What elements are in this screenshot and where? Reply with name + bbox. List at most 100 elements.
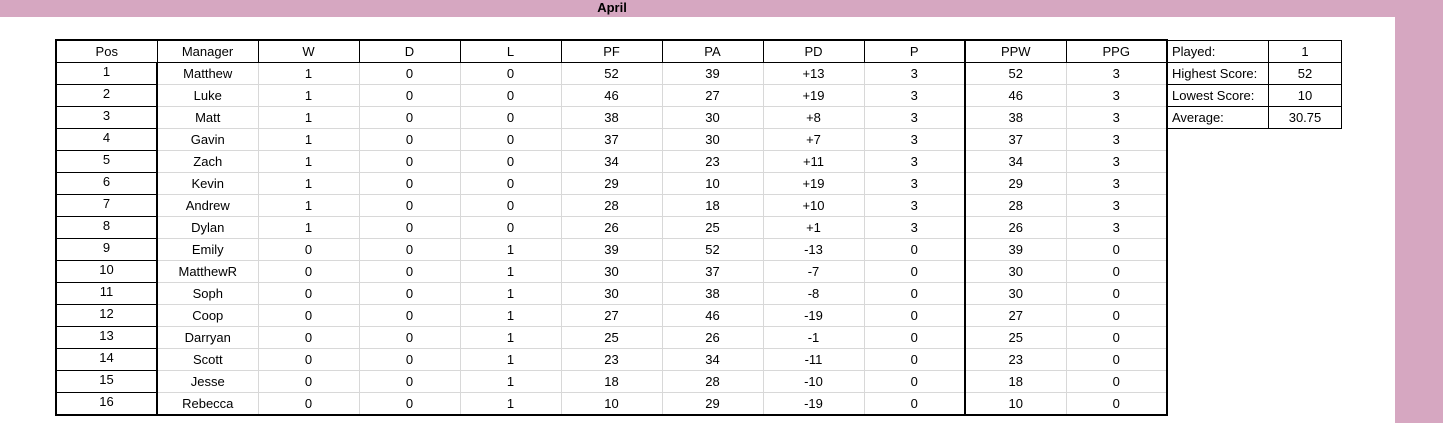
cell-ppg[interactable]: 0	[1065, 260, 1168, 283]
cell-p[interactable]: 3	[863, 150, 966, 173]
cell-pf[interactable]: 25	[560, 326, 663, 349]
cell-p[interactable]: 0	[863, 238, 966, 261]
cell-d[interactable]: 0	[358, 128, 461, 151]
cell-pf[interactable]: 23	[560, 348, 663, 371]
cell-pf[interactable]: 30	[560, 282, 663, 305]
cell-d[interactable]: 0	[358, 62, 461, 85]
cell-w[interactable]: 0	[257, 238, 360, 261]
cell-w[interactable]: 0	[257, 348, 360, 371]
cell-l[interactable]: 0	[459, 84, 562, 107]
cell-ppw[interactable]: 27	[964, 304, 1067, 327]
cell-d[interactable]: 0	[358, 84, 461, 107]
col-header-d[interactable]: D	[358, 39, 461, 63]
cell-w[interactable]: 1	[257, 194, 360, 217]
cell-pf[interactable]: 37	[560, 128, 663, 151]
cell-ppg[interactable]: 3	[1065, 128, 1168, 151]
cell-ppg[interactable]: 3	[1065, 150, 1168, 173]
stat-value[interactable]: 1	[1268, 40, 1342, 63]
cell-d[interactable]: 0	[358, 304, 461, 327]
cell-pos[interactable]: 1	[55, 62, 158, 85]
cell-l[interactable]: 1	[459, 260, 562, 283]
cell-pd[interactable]: +11	[762, 150, 865, 173]
cell-ppw[interactable]: 26	[964, 216, 1067, 239]
sheet-title[interactable]: April	[597, 0, 627, 15]
stat-label[interactable]: Played:	[1167, 40, 1269, 63]
cell-p[interactable]: 0	[863, 260, 966, 283]
cell-manager[interactable]: Matt	[156, 106, 259, 129]
cell-pa[interactable]: 23	[661, 150, 764, 173]
col-header-w[interactable]: W	[257, 39, 360, 63]
cell-pd[interactable]: +13	[762, 62, 865, 85]
cell-p[interactable]: 0	[863, 392, 966, 416]
cell-pa[interactable]: 34	[661, 348, 764, 371]
cell-pa[interactable]: 18	[661, 194, 764, 217]
cell-manager[interactable]: Coop	[156, 304, 259, 327]
stat-value[interactable]: 52	[1268, 62, 1342, 85]
col-header-pf[interactable]: PF	[560, 39, 663, 63]
col-header-p[interactable]: P	[863, 39, 966, 63]
cell-pd[interactable]: -11	[762, 348, 865, 371]
cell-manager[interactable]: Soph	[156, 282, 259, 305]
cell-pos[interactable]: 4	[55, 128, 158, 151]
cell-ppw[interactable]: 10	[964, 392, 1067, 416]
cell-pa[interactable]: 46	[661, 304, 764, 327]
cell-pd[interactable]: -19	[762, 304, 865, 327]
cell-w[interactable]: 1	[257, 106, 360, 129]
col-header-manager[interactable]: Manager	[156, 39, 259, 63]
cell-d[interactable]: 0	[358, 172, 461, 195]
cell-ppg[interactable]: 0	[1065, 326, 1168, 349]
cell-manager[interactable]: Emily	[156, 238, 259, 261]
cell-pos[interactable]: 9	[55, 238, 158, 261]
cell-ppw[interactable]: 46	[964, 84, 1067, 107]
cell-pos[interactable]: 13	[55, 326, 158, 349]
cell-d[interactable]: 0	[358, 392, 461, 416]
cell-pd[interactable]: +10	[762, 194, 865, 217]
cell-ppg[interactable]: 0	[1065, 238, 1168, 261]
cell-ppw[interactable]: 34	[964, 150, 1067, 173]
cell-l[interactable]: 1	[459, 282, 562, 305]
cell-l[interactable]: 1	[459, 304, 562, 327]
cell-l[interactable]: 0	[459, 128, 562, 151]
col-header-pd[interactable]: PD	[762, 39, 865, 63]
cell-pa[interactable]: 38	[661, 282, 764, 305]
cell-pf[interactable]: 28	[560, 194, 663, 217]
cell-pos[interactable]: 14	[55, 348, 158, 371]
cell-ppw[interactable]: 52	[964, 62, 1067, 85]
cell-ppw[interactable]: 18	[964, 370, 1067, 393]
cell-manager[interactable]: Rebecca	[156, 392, 259, 416]
cell-ppg[interactable]: 0	[1065, 392, 1168, 416]
cell-pos[interactable]: 3	[55, 106, 158, 129]
cell-w[interactable]: 1	[257, 128, 360, 151]
cell-l[interactable]: 1	[459, 392, 562, 416]
cell-pos[interactable]: 5	[55, 150, 158, 173]
cell-ppg[interactable]: 3	[1065, 84, 1168, 107]
col-header-ppw[interactable]: PPW	[964, 39, 1067, 63]
cell-pd[interactable]: +19	[762, 172, 865, 195]
cell-pf[interactable]: 39	[560, 238, 663, 261]
col-header-pa[interactable]: PA	[661, 39, 764, 63]
cell-manager[interactable]: Kevin	[156, 172, 259, 195]
cell-l[interactable]: 1	[459, 238, 562, 261]
cell-w[interactable]: 0	[257, 370, 360, 393]
cell-pa[interactable]: 27	[661, 84, 764, 107]
cell-manager[interactable]: Dylan	[156, 216, 259, 239]
cell-d[interactable]: 0	[358, 150, 461, 173]
cell-pd[interactable]: -13	[762, 238, 865, 261]
cell-ppg[interactable]: 0	[1065, 348, 1168, 371]
cell-ppg[interactable]: 3	[1065, 106, 1168, 129]
cell-w[interactable]: 1	[257, 216, 360, 239]
cell-manager[interactable]: MatthewR	[156, 260, 259, 283]
cell-l[interactable]: 1	[459, 370, 562, 393]
cell-ppg[interactable]: 3	[1065, 172, 1168, 195]
cell-l[interactable]: 0	[459, 150, 562, 173]
cell-p[interactable]: 3	[863, 84, 966, 107]
cell-pd[interactable]: +19	[762, 84, 865, 107]
cell-pf[interactable]: 26	[560, 216, 663, 239]
cell-d[interactable]: 0	[358, 106, 461, 129]
cell-ppg[interactable]: 0	[1065, 282, 1168, 305]
cell-pos[interactable]: 7	[55, 194, 158, 217]
stat-label[interactable]: Average:	[1167, 106, 1269, 129]
cell-d[interactable]: 0	[358, 282, 461, 305]
col-header-ppg[interactable]: PPG	[1065, 39, 1168, 63]
col-header-l[interactable]: L	[459, 39, 562, 63]
